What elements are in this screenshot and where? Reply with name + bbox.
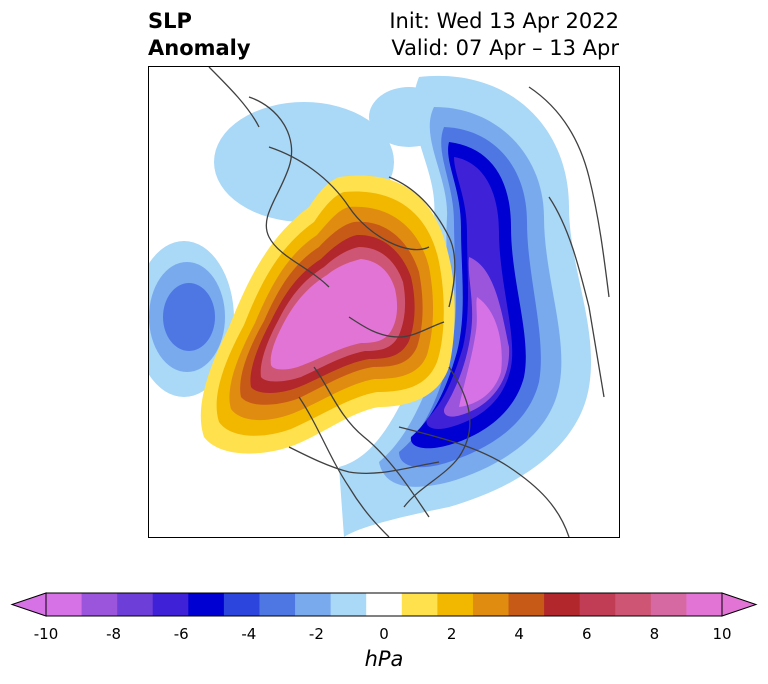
- colorbar-tick-label: 4: [514, 625, 524, 643]
- colorbar-outline: [45, 592, 723, 617]
- colorbar-tick-label: -10: [33, 625, 59, 643]
- colorbar-segment: [579, 593, 616, 616]
- anomaly-map: [148, 66, 620, 538]
- colorbar-segment: [117, 593, 154, 616]
- title-line-1: SLP: [148, 9, 192, 33]
- map-title: SLP Anomaly: [148, 8, 251, 62]
- colorbar-segment: [686, 593, 723, 616]
- colorbar-tick-label: 0: [379, 625, 389, 643]
- colorbar-tick-label: -6: [173, 625, 189, 643]
- colorbar-segment: [615, 593, 652, 616]
- colorbar-segment: [472, 593, 510, 616]
- colorbar-segment: [650, 593, 687, 616]
- colorbar-segment: [46, 593, 83, 616]
- map-subtitle: Init: Wed 13 Apr 2022 Valid: 07 Apr – 13…: [389, 8, 619, 62]
- colorbar-max-arrow: [721, 592, 758, 617]
- colorbar-segment: [152, 593, 189, 616]
- colorbar-segment: [330, 593, 367, 616]
- negative-anomaly-pacific: [149, 241, 234, 397]
- colorbar-segment: [223, 593, 260, 616]
- colorbar-tick-label: 8: [649, 625, 660, 643]
- colorbar-segment: [259, 593, 296, 616]
- colorbar-tick-label: 10: [712, 625, 732, 643]
- colorbar-min-arrow: [10, 592, 47, 617]
- valid-range: Valid: 07 Apr – 13 Apr: [391, 36, 619, 60]
- init-date: Init: Wed 13 Apr 2022: [389, 9, 619, 33]
- colorbar: [10, 592, 758, 617]
- colorbar-tick-label: -2: [308, 625, 324, 643]
- colorbar-segment: [508, 593, 545, 616]
- colorbar-tick-label: 2: [446, 625, 457, 643]
- positive-anomaly: [200, 175, 455, 454]
- colorbar-tick-label: -8: [106, 625, 122, 643]
- colorbar-segment: [544, 593, 581, 616]
- colorbar-segment: [295, 593, 332, 616]
- map-svg: [149, 67, 610, 537]
- colorbar-segment: [437, 593, 474, 616]
- colorbar-tick-label: 6: [582, 625, 592, 643]
- negative-anomaly-atlantic: [339, 75, 592, 537]
- colorbar-segment: [366, 593, 403, 616]
- coastlines: [208, 67, 610, 537]
- colorbar-segment: [401, 593, 438, 616]
- colorbar-segment: [81, 593, 118, 616]
- colorbar-tick-label: -4: [241, 625, 257, 643]
- colorbar-unit: hPa: [364, 647, 404, 671]
- colorbar-segment: [188, 593, 225, 616]
- title-line-2: Anomaly: [148, 36, 251, 60]
- colorbar-segments: [10, 592, 758, 617]
